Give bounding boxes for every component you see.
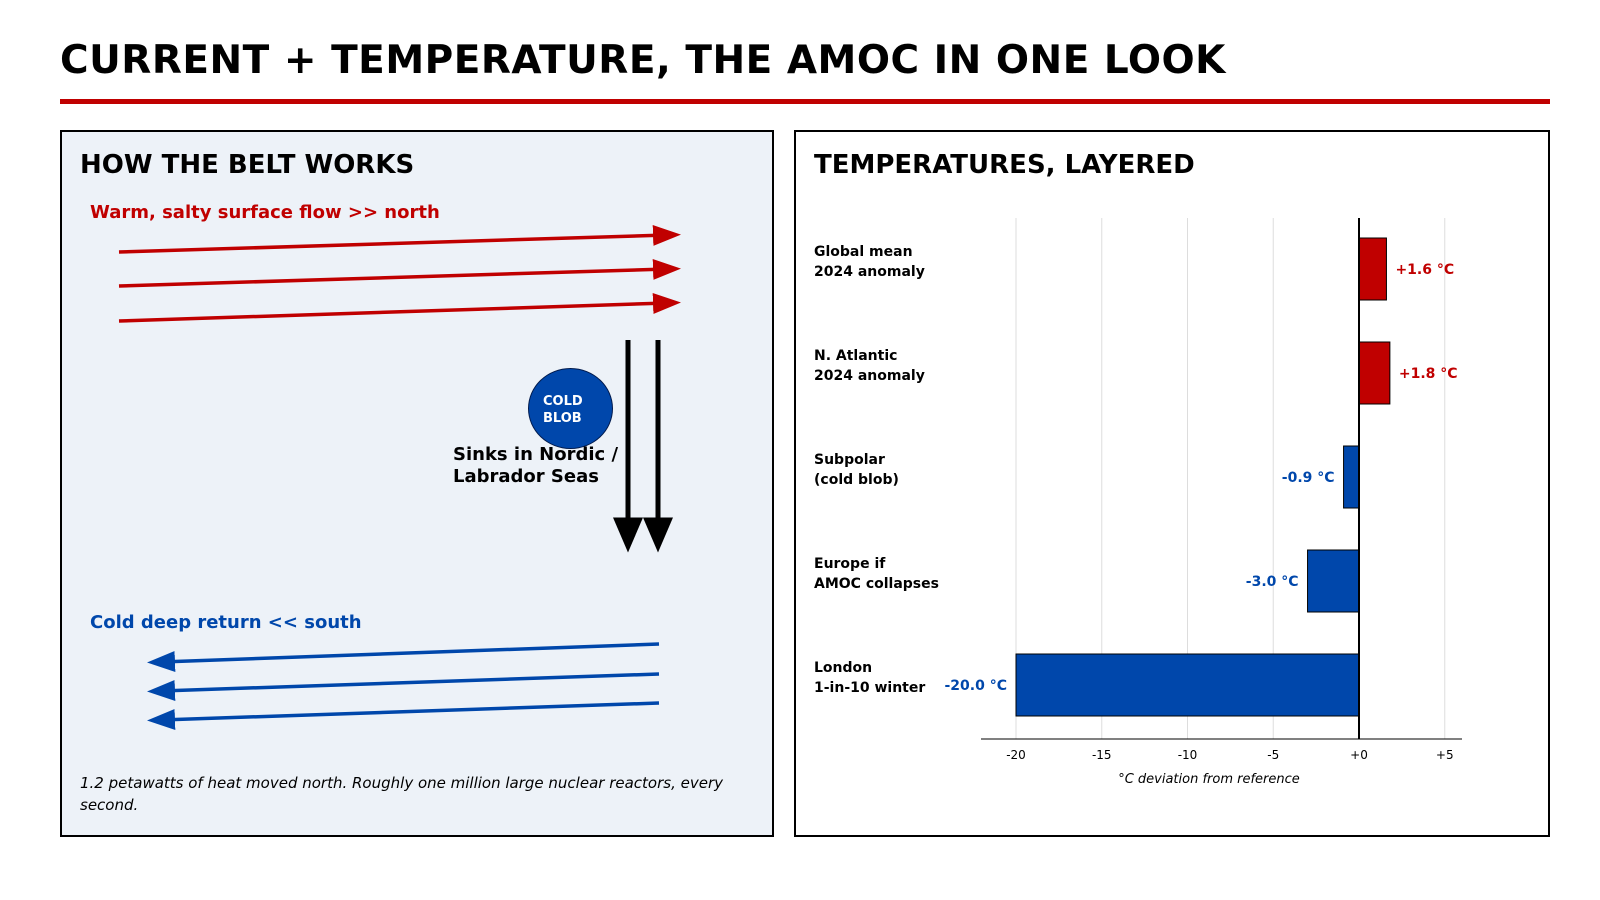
category-label: 2024 anomaly — [814, 264, 925, 280]
x-axis-title: °C deviation from reference — [1118, 772, 1300, 787]
warm-flow-arrow-3 — [118, 292, 681, 323]
cold-return-arrow-2 — [147, 672, 660, 702]
bar — [1358, 341, 1391, 405]
title-rule — [60, 99, 1550, 104]
cold-return-arrow-1 — [147, 642, 660, 672]
category-label: AMOC collapses — [814, 576, 939, 592]
category-label: Europe if — [814, 556, 886, 572]
bar — [1343, 445, 1360, 509]
category-label: Global mean — [814, 244, 913, 260]
warm-flow-arrow-1 — [118, 224, 681, 254]
bar — [1358, 237, 1387, 301]
category-label: (cold blob) — [814, 472, 899, 488]
flow-diagram — [118, 224, 681, 731]
category-label: 1-in-10 winter — [814, 680, 925, 696]
bar-value-label: +1.8 °C — [1399, 366, 1458, 382]
bar-value-label: -0.9 °C — [1282, 470, 1335, 486]
x-tick-label: +5 — [1436, 748, 1454, 762]
category-label: 2024 anomaly — [814, 368, 925, 384]
sinks-label: Sinks in Nordic / Labrador Seas — [453, 444, 619, 487]
cold-return-arrow-3 — [147, 701, 660, 731]
cold-return-label: Cold deep return << south — [90, 612, 362, 633]
bar-value-label: -20.0 °C — [944, 678, 1007, 694]
x-tick-label: -20 — [1006, 748, 1026, 762]
x-tick-label: -10 — [1178, 748, 1198, 762]
temperatures-panel-title: TEMPERATURES, LAYERED — [814, 150, 1195, 180]
x-tick-label: +0 — [1350, 748, 1368, 762]
temperatures-panel: TEMPERATURES, LAYERED -20 -15 -10 -5 +0 +5 °C … — [794, 130, 1550, 837]
belt-panel-title: HOW THE BELT WORKS — [80, 150, 415, 180]
warm-flow-arrow-2 — [118, 258, 681, 288]
bar — [1307, 549, 1360, 613]
cold-blob: COLD BLOB — [528, 368, 613, 449]
category-label: N. Atlantic — [814, 348, 897, 364]
bar-value-label: -3.0 °C — [1246, 574, 1299, 590]
page-title: CURRENT + TEMPERATURE, THE AMOC IN ONE L… — [60, 38, 1226, 83]
category-label: Subpolar — [814, 452, 885, 468]
warm-flow-label: Warm, salty surface flow >> north — [90, 202, 440, 223]
cold-blob-label: COLD BLOB — [543, 394, 583, 426]
belt-panel: HOW THE BELT WORKS Warm, salty surface f… — [60, 130, 774, 837]
x-tick-label: -15 — [1092, 748, 1112, 762]
temperature-bar-chart: -20 -15 -10 -5 +0 +5 °C deviation from referen… — [814, 218, 1462, 787]
footnote: 1.2 petawatts of heat moved north. Rough… — [80, 774, 723, 814]
x-tick-label: -5 — [1267, 748, 1279, 762]
bar — [1015, 653, 1360, 717]
bar-value-label: +1.6 °C — [1395, 262, 1454, 278]
category-label: London — [814, 660, 872, 676]
